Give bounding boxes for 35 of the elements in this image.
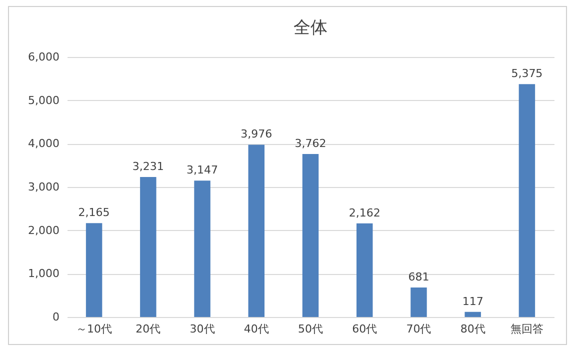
y-tick-label: 6,000: [28, 50, 60, 64]
y-tick-label: 0: [52, 310, 60, 324]
data-label: 3,231: [132, 160, 164, 173]
y-tick-label: 4,000: [28, 137, 60, 150]
bar: [140, 176, 156, 317]
x-tick-label: 30代: [190, 322, 215, 336]
y-tick-label: 2,000: [28, 224, 60, 237]
data-label: 2,165: [78, 206, 110, 220]
bar: [248, 144, 265, 317]
bar: [302, 154, 319, 317]
data-label: 681: [408, 270, 430, 284]
y-tick-label: 5,000: [28, 94, 60, 107]
x-tick-label: 無回答: [510, 322, 544, 336]
x-tick-label: 70代: [406, 322, 432, 336]
data-label: 2,162: [348, 206, 380, 220]
data-label: 117: [462, 294, 484, 308]
x-tick-label: ～10代: [76, 322, 112, 336]
y-tick-label: 1,000: [28, 267, 60, 280]
chart-title: 全体: [294, 18, 328, 38]
x-tick-label: 20代: [136, 322, 161, 336]
x-tick-label: 50代: [298, 322, 323, 336]
data-label: 3,147: [186, 164, 218, 177]
bar: [356, 223, 373, 317]
y-tick-label: 3,000: [28, 180, 60, 194]
x-tick-label: 80代: [460, 322, 486, 336]
bar: [410, 287, 427, 317]
bar: [464, 312, 481, 317]
bar: [86, 223, 102, 317]
x-tick-label: 40代: [244, 322, 269, 336]
bar: [194, 180, 210, 317]
data-label: 5,375: [511, 67, 543, 80]
data-label: 3,976: [240, 128, 272, 141]
data-label: 3,762: [294, 136, 326, 150]
bar: [518, 84, 536, 317]
x-tick-label: 60代: [352, 322, 378, 336]
